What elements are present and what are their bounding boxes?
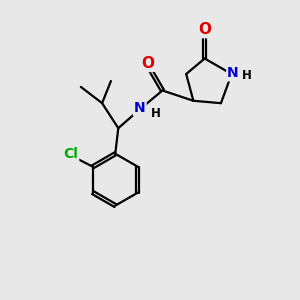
Text: H: H	[242, 69, 252, 82]
Text: O: O	[141, 56, 154, 71]
Text: N: N	[134, 101, 146, 115]
Text: N: N	[227, 66, 239, 80]
Text: O: O	[198, 22, 211, 37]
Text: H: H	[150, 107, 160, 120]
Text: Cl: Cl	[63, 147, 78, 161]
